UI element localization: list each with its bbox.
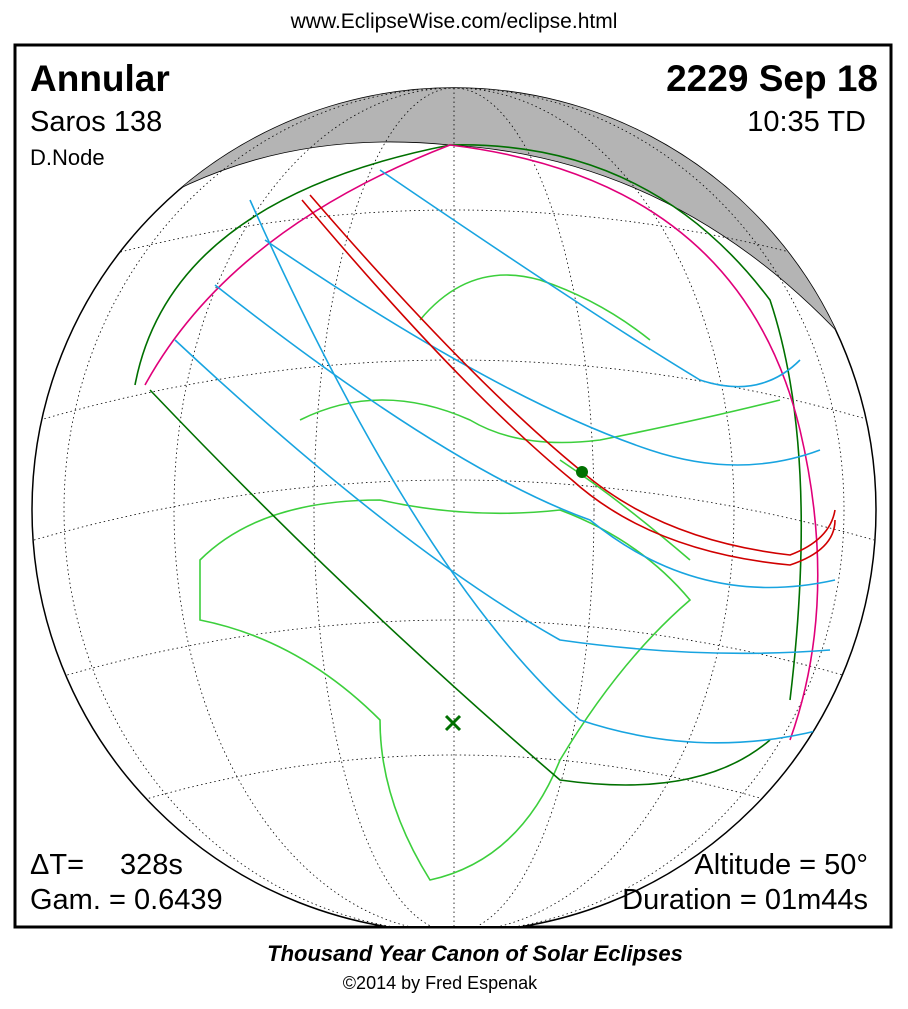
delta-t-label: ΔT= [30, 849, 84, 881]
time: 10:35 TD [747, 106, 866, 138]
node: D.Node [30, 145, 105, 170]
delta-t: 328s [120, 849, 183, 881]
url: www.EclipseWise.com/eclipse.html [290, 10, 618, 33]
altitude: Altitude = 50° [694, 849, 868, 881]
eclipse-date: 2229 Sep 18 [666, 58, 878, 99]
copyright: ©2014 by Fred Espenak [343, 973, 538, 993]
footer-title: Thousand Year Canon of Solar Eclipses [267, 941, 683, 966]
gamma: Gam. = 0.6439 [30, 884, 223, 916]
saros: Saros 138 [30, 106, 162, 138]
duration: Duration = 01m44s [622, 884, 868, 916]
eclipse-type: Annular [30, 58, 170, 99]
